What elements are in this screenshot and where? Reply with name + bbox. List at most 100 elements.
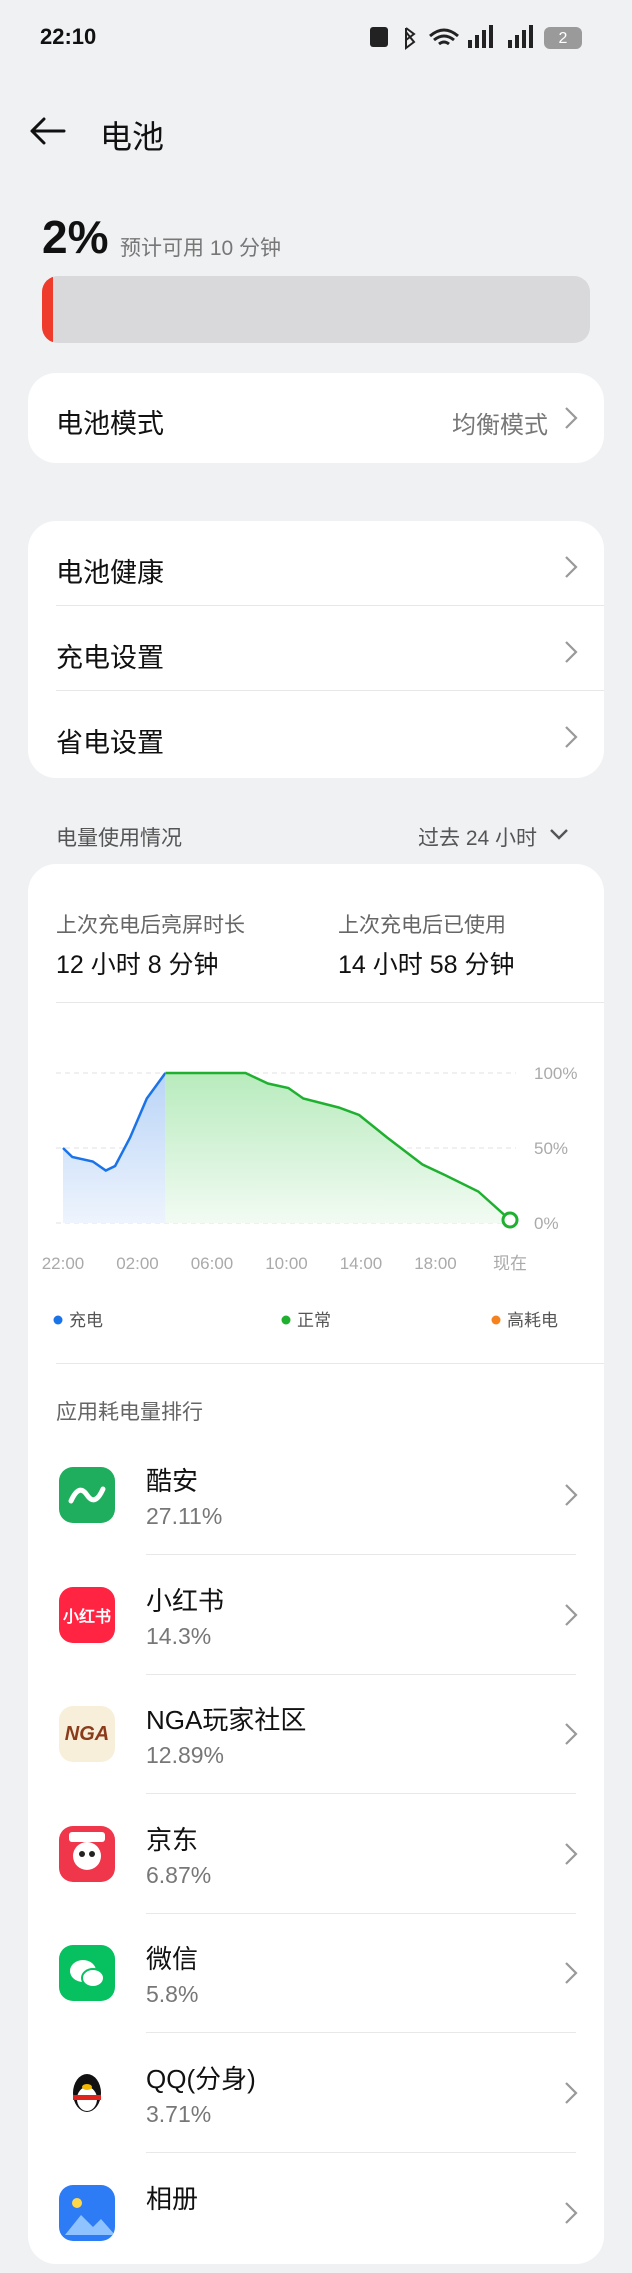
chevron bbox=[565, 641, 578, 663]
divider bbox=[146, 2152, 576, 2153]
settings-row[interactable]: 省电设置 bbox=[56, 728, 164, 758]
icon-glyph bbox=[68, 1486, 106, 1504]
battery-fill bbox=[42, 276, 53, 343]
divider bbox=[56, 690, 604, 691]
chevron bbox=[565, 407, 578, 429]
app-share: 14.3% bbox=[146, 1622, 212, 1649]
x-tick-label: 现在 bbox=[493, 1254, 527, 1273]
icon-shape bbox=[73, 2095, 101, 2100]
app-row[interactable]: 相册 bbox=[28, 2155, 604, 2273]
app-share: 27.11% bbox=[146, 1503, 223, 1529]
icon-shape bbox=[73, 1841, 101, 1870]
app-row[interactable]: 酷安 27.11% bbox=[28, 1437, 604, 1555]
x-tick-label: 18:00 bbox=[414, 1254, 457, 1273]
status-battery: 2 bbox=[559, 30, 568, 47]
chevron bbox=[565, 1962, 578, 1985]
icon-shape bbox=[79, 1850, 85, 1857]
chevron-path bbox=[565, 1603, 578, 1626]
legend-label: 充电 bbox=[69, 1311, 103, 1330]
x-tick-label: 22:00 bbox=[42, 1254, 85, 1273]
app-row[interactable]: 京东 6.87% bbox=[28, 1796, 604, 1914]
icon-glyph bbox=[69, 1831, 105, 1870]
divider bbox=[146, 1793, 576, 1795]
app-name: QQ(分身) bbox=[146, 2064, 256, 2094]
divider bbox=[146, 1673, 576, 1675]
chevron bbox=[565, 2082, 578, 2104]
app-share: 5.8% bbox=[146, 1981, 199, 2008]
battery-level: 2% bbox=[42, 211, 109, 263]
status-icons: 2 bbox=[370, 25, 582, 50]
chevron-path bbox=[565, 1843, 578, 1865]
chevron bbox=[565, 1484, 578, 1506]
area bbox=[63, 1073, 166, 1223]
icon-glyph bbox=[73, 2074, 101, 2112]
divider bbox=[56, 1002, 604, 1003]
divider bbox=[146, 1554, 576, 1555]
app-share: 12.89% bbox=[146, 1742, 225, 1769]
area bbox=[165, 1073, 510, 1223]
chevron-path bbox=[565, 2082, 578, 2104]
chevron-path bbox=[565, 1723, 578, 1745]
app-row[interactable]: 小红书 小红书 14.3% bbox=[28, 1557, 604, 1675]
chevron bbox=[565, 1843, 578, 1865]
chevron-path bbox=[565, 1484, 578, 1506]
page-title: 电池 bbox=[100, 119, 165, 155]
settings-row[interactable]: 充电设置 bbox=[56, 643, 164, 673]
mode-card[interactable]: 电池模式 均衡模式 bbox=[28, 373, 604, 463]
app-row[interactable]: QQ(分身) 3.71% bbox=[28, 2035, 604, 2153]
legend-dot bbox=[281, 1315, 291, 1325]
app-name: 微信 bbox=[146, 1944, 199, 1975]
settings-card: 电池健康充电设置省电设置 bbox=[28, 521, 604, 778]
divider bbox=[146, 2032, 576, 2034]
divider bbox=[146, 1912, 576, 1914]
y-tick-label: 0% bbox=[534, 1214, 559, 1233]
stat-label: 上次充电后已使用 bbox=[338, 914, 506, 937]
settings-row[interactable]: 电池健康 bbox=[56, 558, 164, 588]
stat-value: 14 小时 58 分钟 bbox=[338, 951, 515, 979]
app-name: 相册 bbox=[146, 2183, 199, 2214]
icon-shape bbox=[65, 2214, 115, 2235]
x-tick-label: 02:00 bbox=[116, 1254, 159, 1273]
range-selector[interactable]: 过去 24 小时 bbox=[418, 827, 538, 850]
ranking-title: 应用耗电量排行 bbox=[56, 1401, 203, 1424]
page: 22:10 2 电池 2% 预计可用 10 分钟 电池模式 均衡模式 电池健康充… bbox=[28, 24, 604, 2264]
legend-label: 高耗电 bbox=[507, 1311, 558, 1330]
current-point bbox=[501, 1211, 519, 1229]
app-icon: 小红书 bbox=[59, 1586, 115, 1643]
app-name: 京东 bbox=[146, 1824, 199, 1855]
y-tick-label: 100% bbox=[534, 1064, 577, 1083]
legend-dot bbox=[491, 1315, 501, 1325]
line bbox=[62, 1072, 167, 1172]
line bbox=[165, 1071, 511, 1221]
chevron-path bbox=[565, 641, 578, 663]
app-icon bbox=[59, 2065, 115, 2121]
app-row[interactable]: NGA NGA玩家社区 12.89% bbox=[28, 1676, 604, 1795]
chevron bbox=[565, 2201, 578, 2224]
chevron-path bbox=[565, 556, 578, 578]
icon-shape bbox=[89, 1850, 95, 1857]
icon-label: 小红书 bbox=[62, 1608, 111, 1626]
stat-value: 12 小时 8 分钟 bbox=[56, 951, 219, 979]
chevron-path bbox=[565, 1962, 578, 1985]
icon-label: NGA bbox=[64, 1722, 110, 1745]
battery-bar bbox=[42, 276, 590, 343]
x-tick-label: 06:00 bbox=[191, 1254, 234, 1273]
app-row[interactable]: 微信 5.8% bbox=[28, 1915, 604, 2034]
app-share: 6.87% bbox=[146, 1861, 212, 1888]
dropdown-arrow bbox=[550, 829, 568, 840]
icon-shape bbox=[69, 1831, 105, 1842]
icon-glyph bbox=[65, 2197, 115, 2235]
x-tick-label: 10:00 bbox=[265, 1254, 308, 1273]
chevron bbox=[565, 726, 578, 748]
stat-label: 上次充电后亮屏时长 bbox=[56, 914, 245, 937]
app-name: 小红书 bbox=[146, 1585, 225, 1616]
usage-card: 上次充电后亮屏时长 12 小时 8 分钟 上次充电后已使用 14 小时 58 分… bbox=[28, 864, 604, 2264]
chevron-path bbox=[565, 726, 578, 748]
back-button[interactable] bbox=[28, 116, 68, 146]
icon-shape bbox=[68, 1486, 106, 1504]
app-name: NGA玩家社区 bbox=[146, 1705, 307, 1736]
battery-estimate: 预计可用 10 分钟 bbox=[120, 237, 282, 260]
chevron bbox=[565, 1603, 578, 1626]
app-icon bbox=[59, 1945, 115, 2002]
app-icon bbox=[59, 1467, 115, 1523]
